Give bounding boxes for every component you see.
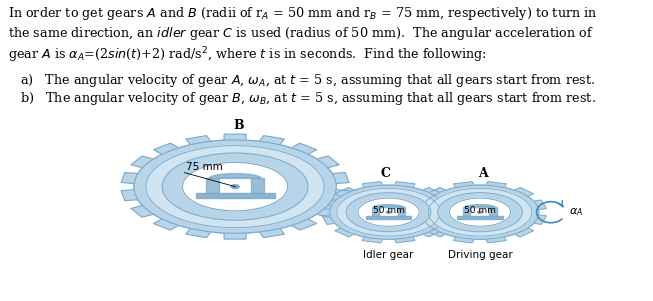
Polygon shape — [398, 207, 406, 216]
Text: B: B — [233, 119, 244, 132]
Text: A: A — [479, 167, 488, 180]
Circle shape — [162, 153, 308, 220]
Circle shape — [346, 193, 431, 232]
Circle shape — [330, 185, 447, 239]
Text: a)   The angular velocity of gear $A$, $\omega_A$, at $t$ = 5 s, assuming that a: a) The angular velocity of gear $A$, $\o… — [20, 72, 595, 89]
Circle shape — [438, 193, 522, 232]
Circle shape — [428, 188, 532, 236]
Text: b)   The angular velocity of gear $B$, $\omega_B$, at $t$ = 5 s, assuming that a: b) The angular velocity of gear $B$, $\o… — [20, 90, 596, 107]
Polygon shape — [209, 174, 261, 178]
Text: Driving gear: Driving gear — [447, 250, 513, 260]
Circle shape — [146, 146, 324, 228]
Text: 50 mm: 50 mm — [464, 206, 496, 215]
Circle shape — [386, 211, 391, 213]
Polygon shape — [465, 205, 495, 207]
Circle shape — [182, 162, 288, 211]
Polygon shape — [206, 178, 219, 193]
Circle shape — [477, 211, 483, 213]
Polygon shape — [490, 207, 497, 216]
Text: gear $A$ is $\alpha_A$=(2$\it{sin}$($t$)+2) rad/s$^{2}$, where $t$ is in seconds: gear $A$ is $\alpha_A$=(2$\it{sin}$($t$)… — [8, 45, 486, 65]
Polygon shape — [121, 134, 349, 239]
Polygon shape — [372, 207, 379, 216]
Polygon shape — [463, 207, 470, 216]
Text: 75 mm: 75 mm — [186, 162, 223, 172]
Polygon shape — [366, 216, 411, 219]
Text: C: C — [380, 167, 390, 180]
Text: the same direction, an $\it{idler}$ gear $C$ is used (radius of 50 mm).  The ang: the same direction, an $\it{idler}$ gear… — [8, 25, 594, 42]
Circle shape — [449, 198, 511, 226]
Text: Idler gear: Idler gear — [363, 250, 414, 260]
Text: 50 mm: 50 mm — [373, 206, 404, 215]
Circle shape — [134, 140, 336, 233]
Polygon shape — [251, 178, 264, 193]
Text: $\alpha_A$: $\alpha_A$ — [569, 206, 583, 218]
Polygon shape — [374, 205, 404, 207]
Polygon shape — [196, 193, 274, 197]
Circle shape — [358, 198, 419, 226]
Text: In order to get gears $A$ and $B$ (radii of r$_{A}$ = 50 mm and r$_{B}$ = 75 mm,: In order to get gears $A$ and $B$ (radii… — [8, 5, 597, 21]
Circle shape — [421, 185, 539, 239]
Polygon shape — [322, 182, 455, 243]
Circle shape — [231, 185, 239, 188]
Polygon shape — [413, 182, 547, 243]
Circle shape — [337, 188, 440, 236]
Polygon shape — [457, 216, 503, 219]
